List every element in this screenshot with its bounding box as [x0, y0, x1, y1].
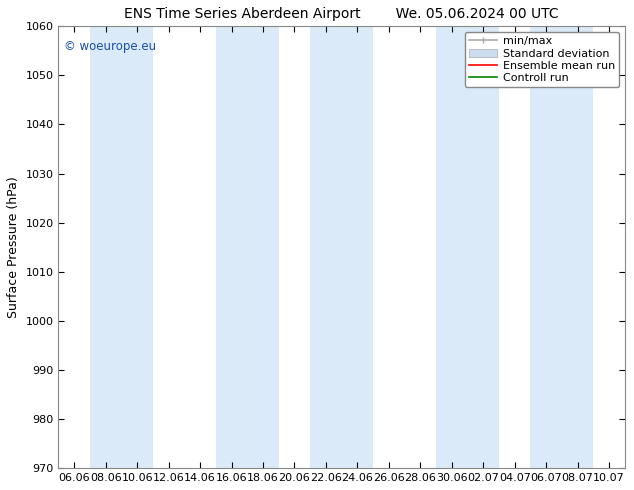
Bar	[90, 26, 153, 468]
Y-axis label: Surface Pressure (hPa): Surface Pressure (hPa)	[7, 176, 20, 318]
Title: ENS Time Series Aberdeen Airport        We. 05.06.2024 00 UTC: ENS Time Series Aberdeen Airport We. 05.…	[124, 7, 559, 21]
Legend: min/max, Standard deviation, Ensemble mean run, Controll run: min/max, Standard deviation, Ensemble me…	[465, 32, 619, 87]
Text: © woeurope.eu: © woeurope.eu	[64, 40, 156, 52]
Bar	[436, 26, 499, 468]
Bar	[310, 26, 373, 468]
Bar	[216, 26, 279, 468]
Bar	[531, 26, 593, 468]
